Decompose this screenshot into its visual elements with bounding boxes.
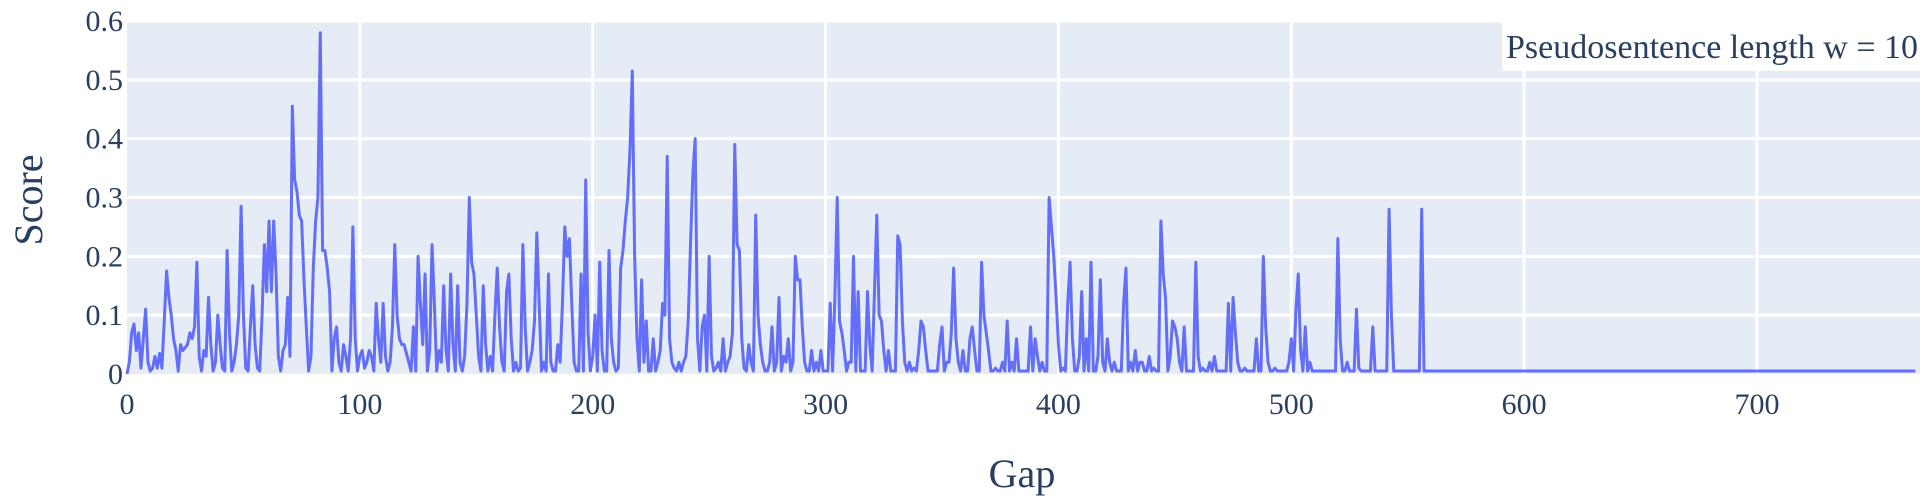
y-tick-labels: 0 0.1 0.2 0.3 0.4 0.5 0.6 (86, 5, 124, 391)
annotation-text: Pseudosentence length w = 10 (1506, 29, 1918, 66)
x-tick-label: 600 (1502, 388, 1547, 421)
y-tick-label: 0.1 (86, 299, 124, 332)
x-tick-label: 200 (570, 388, 615, 421)
x-tick-label: 0 (120, 388, 135, 421)
y-tick-label: 0.2 (86, 240, 124, 273)
y-tick-label: 0.6 (86, 5, 124, 38)
annotation: Pseudosentence length w = 10 (1502, 21, 1920, 71)
y-tick-label: 0.5 (86, 64, 124, 97)
x-tick-labels: 0 100 200 300 400 500 600 700 (120, 388, 1780, 421)
x-axis-title: Gap (989, 451, 1056, 496)
y-tick-label: 0.4 (86, 123, 124, 156)
y-tick-label: 0 (108, 358, 123, 391)
x-tick-label: 300 (803, 388, 848, 421)
annotation-background (1502, 21, 1920, 71)
score-series-line (125, 31, 1916, 375)
y-axis-title: Score (6, 154, 51, 245)
x-tick-label: 400 (1036, 388, 1081, 421)
x-tick-label: 500 (1269, 388, 1314, 421)
x-tick-label: 100 (337, 388, 382, 421)
x-tick-label: 700 (1735, 388, 1780, 421)
y-tick-label: 0.3 (86, 182, 124, 215)
